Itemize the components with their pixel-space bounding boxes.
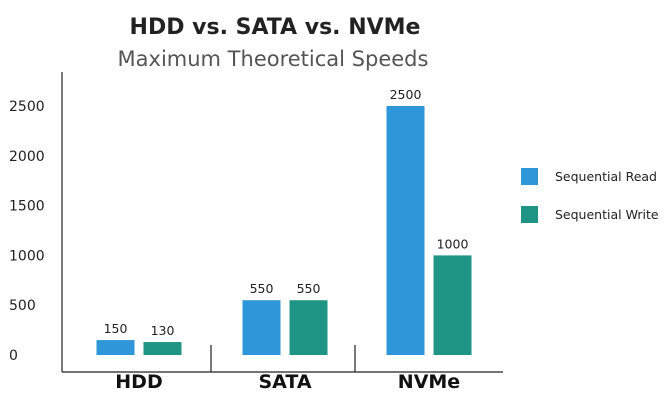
- chart-title: HDD vs. SATA vs. NVMe: [130, 15, 421, 40]
- y-tick-label: 1500: [9, 199, 45, 215]
- bar-nvme-sequential-write: [433, 255, 472, 355]
- bar-nvme-sequential-read: [386, 106, 425, 355]
- value-labels-layer: 150 130 550 550 2500 1000: [104, 87, 469, 338]
- y-tick-label: 500: [9, 298, 36, 314]
- y-tick-label: 0: [9, 348, 18, 364]
- legend-swatch: [521, 206, 538, 223]
- bar-value-label: 550: [297, 281, 321, 296]
- chart-subtitle: Maximum Theoretical Speeds: [118, 47, 429, 71]
- x-category-label: SATA: [258, 371, 311, 393]
- x-category-label: NVMe: [398, 371, 460, 393]
- bar-value-label: 1000: [437, 236, 469, 251]
- y-tick-label: 2000: [9, 149, 45, 165]
- x-category-label: HDD: [115, 371, 162, 393]
- bar-sata-sequential-read: [242, 300, 281, 355]
- legend-label: Sequential Write: [555, 207, 659, 222]
- x-axis-categories: HDD SATA NVMe: [115, 345, 460, 393]
- bar-value-label: 150: [104, 321, 128, 336]
- bar-value-label: 130: [151, 323, 175, 338]
- y-tick-label: 1000: [9, 248, 45, 264]
- bar-hdd-sequential-read: [96, 340, 135, 355]
- y-axis-ticks: 0 500 1000 1500 2000 2500: [9, 99, 45, 364]
- bar-value-label: 550: [250, 281, 274, 296]
- legend: Sequential Read Sequential Write: [521, 168, 659, 223]
- legend-label: Sequential Read: [555, 169, 657, 184]
- bar-hdd-sequential-write: [143, 342, 182, 355]
- bars-layer: [96, 106, 472, 355]
- y-tick-label: 2500: [9, 99, 45, 115]
- bar-sata-sequential-write: [289, 300, 328, 355]
- legend-swatch: [521, 168, 538, 185]
- bar-value-label: 2500: [390, 87, 422, 102]
